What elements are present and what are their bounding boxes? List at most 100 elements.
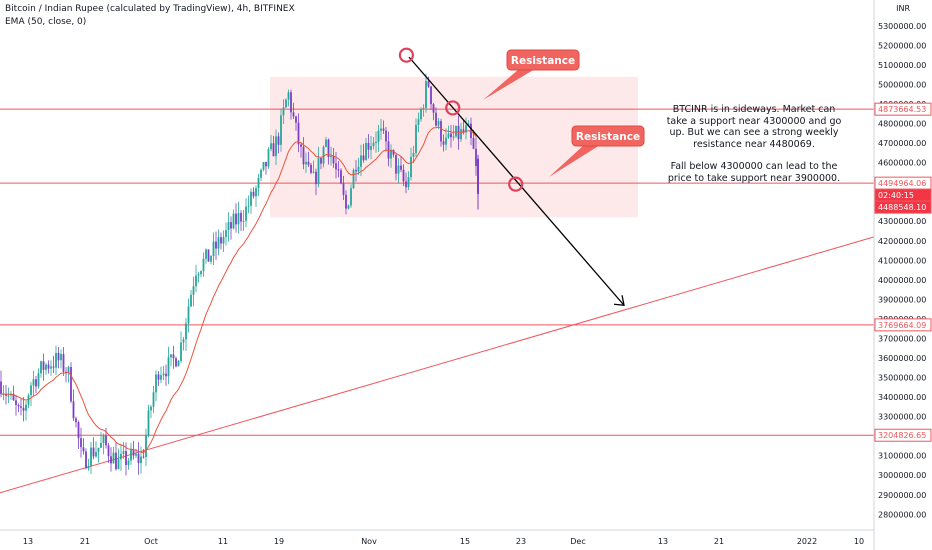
candle-body — [230, 222, 232, 229]
candle-body — [42, 361, 45, 370]
candle-body — [185, 323, 187, 340]
candle-body — [355, 169, 357, 172]
candle-body — [135, 453, 137, 456]
candle-body — [402, 169, 405, 182]
x-tick-label: 15 — [460, 537, 470, 546]
candle-body — [240, 212, 242, 222]
currency-label[interactable]: INR — [896, 4, 910, 13]
candle-body — [280, 115, 282, 145]
y-tick-label: 4000000.00 — [878, 276, 926, 285]
candle-body — [460, 129, 462, 140]
candle-body — [120, 453, 122, 460]
y-tick-label: 4600000.00 — [878, 159, 926, 168]
callout-pointer — [483, 69, 535, 100]
candle-body — [237, 212, 240, 225]
level-price-label[interactable]: 4873664.53 — [874, 102, 932, 116]
candle-body — [275, 136, 277, 157]
candle-body — [170, 354, 172, 358]
candle-body — [92, 447, 95, 457]
candle-body — [82, 447, 85, 452]
resistance-circle-2[interactable] — [508, 176, 524, 192]
candle-body — [317, 158, 320, 185]
candle-body — [220, 237, 222, 244]
candle-body — [320, 158, 322, 164]
candle-body — [187, 306, 190, 324]
candle-body — [110, 456, 112, 464]
x-tick-label: 10 — [854, 537, 864, 546]
candle-body — [315, 171, 317, 185]
candle-body — [417, 119, 420, 125]
y-tick-label: 2800000.00 — [878, 510, 926, 519]
candle-body — [180, 342, 182, 361]
y-tick-label: 3500000.00 — [878, 374, 926, 383]
y-tick-label: 2900000.00 — [878, 491, 926, 500]
candle-body — [285, 99, 287, 108]
candle-body — [422, 108, 425, 110]
resistance-callout-0[interactable]: Resistance — [483, 49, 580, 100]
price-axis[interactable]: INR 2800000.00 2900000.00 3000000.00 3100000… — [873, 0, 932, 550]
level-price-label[interactable]: 3769664.09 — [874, 318, 932, 332]
candle-body — [425, 81, 427, 109]
candle-body — [55, 353, 57, 368]
candle-body — [17, 404, 20, 407]
candle-body — [202, 258, 205, 272]
candle-body — [332, 156, 335, 164]
candle-body — [302, 146, 305, 165]
candle-body — [462, 129, 465, 133]
y-tick-label: 5000000.00 — [878, 80, 926, 89]
price-box-text: 02:40:15 — [878, 191, 914, 200]
candle-body — [200, 271, 202, 275]
price-box-1[interactable]: 02:40:15 — [874, 188, 932, 202]
candle-body — [375, 141, 377, 143]
candle-body — [222, 236, 225, 244]
callout-label: Resistance — [511, 55, 575, 67]
candle-body — [247, 205, 250, 207]
candle-body — [252, 191, 255, 197]
candle-body — [382, 128, 385, 131]
candle-body — [162, 373, 165, 376]
candle-body — [20, 406, 22, 408]
ema-50-line[interactable] — [1, 126, 477, 454]
x-tick-label: 2022 — [797, 537, 817, 546]
candle-body — [330, 156, 332, 158]
price-box-2[interactable]: 4488548.10 — [874, 200, 932, 214]
candle-body — [90, 447, 92, 466]
y-tick-label: 3300000.00 — [878, 413, 926, 422]
candle-body — [255, 188, 257, 197]
candle-body — [477, 158, 479, 194]
projection-arrow-line[interactable] — [408, 56, 625, 306]
candle-body — [395, 154, 397, 174]
candle-body — [340, 170, 342, 184]
candle-body — [442, 141, 445, 145]
candle-body — [445, 137, 447, 145]
candle-body — [235, 213, 237, 225]
time-axis[interactable]: 13 21 Oct 11 19 Nov 15 23 Dec 13 21 2022 10 — [0, 529, 874, 546]
resistance-circle-0[interactable] — [398, 47, 415, 63]
candle-body — [270, 143, 272, 150]
x-tick-label: 23 — [516, 537, 526, 546]
candle-body — [447, 133, 450, 138]
candle-body — [142, 456, 145, 458]
candle-body — [415, 124, 417, 154]
candle-body — [160, 375, 162, 380]
chart-title: Bitcoin / Indian Rupee (calculated by Tr… — [5, 4, 295, 14]
candle-body — [325, 139, 327, 147]
candle-body — [360, 155, 362, 167]
x-tick-label: 21 — [714, 537, 724, 546]
candle-body — [72, 401, 75, 419]
candle-body — [207, 249, 210, 262]
x-tick-label: 21 — [80, 537, 90, 546]
resistance-callout-1[interactable]: Resistance — [549, 125, 645, 177]
arrow-head-icon — [613, 295, 625, 306]
resistance-circle-1[interactable] — [445, 100, 461, 116]
indicator-legend[interactable]: EMA (50, close, 0) — [5, 17, 87, 27]
candle-body — [437, 121, 440, 126]
level-price-label[interactable]: 3204826.65 — [874, 428, 932, 442]
candle-body — [300, 144, 302, 147]
candle-body — [287, 92, 290, 100]
price-box-0[interactable]: 4494964.06 — [874, 176, 932, 190]
candle-body — [212, 241, 215, 257]
candle-body — [165, 373, 167, 377]
candle-body — [62, 354, 65, 372]
